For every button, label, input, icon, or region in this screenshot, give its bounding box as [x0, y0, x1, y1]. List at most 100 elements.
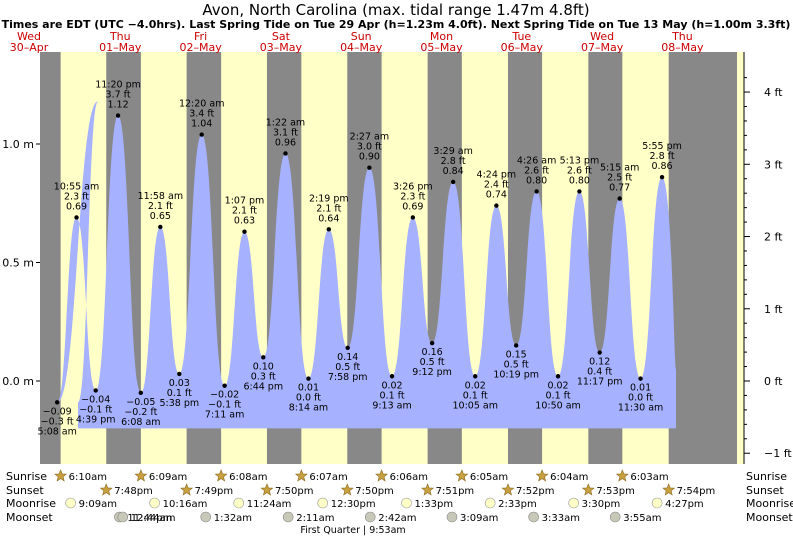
date-label: 08–May — [661, 41, 704, 54]
sun-icon — [615, 469, 629, 482]
astro-row-label-left: Moonset — [6, 511, 53, 524]
y-tick-label-right: 2 ft — [764, 231, 783, 244]
sun-icon — [54, 469, 68, 482]
tide-label: 0.1 ft — [167, 388, 192, 399]
tide-point — [222, 383, 227, 388]
sun-icon — [260, 483, 274, 496]
tide-label: 2.3 ft — [400, 191, 425, 202]
tide-point — [473, 374, 478, 379]
moon-icon — [65, 497, 76, 509]
tide-label: 2.4 ft — [484, 180, 509, 191]
sunset-time: 7:51pm — [436, 486, 475, 497]
y-tick-label-right: −1 ft — [764, 447, 792, 460]
day-of-week-label: Mon — [430, 30, 453, 43]
tide-area — [57, 101, 676, 429]
y-tick-label-left: 0.5 m — [2, 257, 34, 270]
moonset-time: 3:33am — [542, 513, 580, 524]
moonset-time: 11:44pm — [127, 513, 172, 524]
astro-row-label-right: Sunset — [746, 484, 784, 497]
tide-label: 11:30 am — [618, 403, 663, 414]
tide-point — [555, 374, 561, 379]
tide-point — [54, 400, 60, 405]
tide-label: 0.15 — [506, 349, 527, 360]
sunset-time: 7:54pm — [677, 486, 716, 497]
tide-point — [534, 189, 539, 194]
tide-label: 0.14 — [337, 352, 358, 363]
sun-icon — [99, 483, 113, 496]
date-label: 06–May — [501, 41, 544, 54]
tide-label: 10:05 am — [452, 400, 497, 411]
right-edge-band — [737, 52, 744, 464]
tide-label: 0.16 — [422, 347, 443, 358]
tide-label: 11:58 am — [138, 191, 183, 202]
tide-label: 0.02 — [465, 380, 486, 391]
tide-point — [597, 350, 602, 355]
sunrise-time: 6:09am — [149, 472, 187, 483]
tide-label: 3.1 ft — [273, 127, 298, 138]
tide-label: −0.02 — [210, 390, 239, 401]
tide-label: 9:12 pm — [412, 367, 452, 378]
moonrise-time: 4:27pm — [665, 499, 704, 510]
sunrise-time: 6:05am — [470, 472, 508, 483]
moonrise-time: 12:30pm — [331, 499, 376, 510]
tide-label: 0.0 ft — [628, 393, 653, 404]
tide-label: 1.04 — [191, 119, 212, 130]
tide-label: 5:13 pm — [560, 155, 600, 166]
moonset-time: 12:44am — [131, 513, 176, 524]
tide-label: 1:07 pm — [225, 196, 265, 207]
sunrise-time: 6:07am — [309, 472, 347, 483]
tide-label: 10:50 am — [535, 400, 580, 411]
tide-label: 0.80 — [569, 175, 590, 186]
sunset-time: 7:50pm — [275, 486, 314, 497]
moonrise-time: 1:33pm — [415, 499, 454, 510]
moonset-time: 1:32am — [214, 513, 252, 524]
date-label: 04–May — [340, 41, 383, 54]
sunset-time: 7:50pm — [355, 486, 394, 497]
moonset-time: 3:09am — [460, 513, 498, 524]
day-of-week-label: Sun — [351, 30, 372, 43]
date-label: 30–Apr — [10, 41, 49, 54]
tide-label: 2.1 ft — [232, 206, 257, 217]
moon-icon — [446, 511, 458, 523]
tide-point — [450, 179, 456, 185]
tide-point — [138, 390, 144, 396]
astro-row-label-left: Sunset — [6, 484, 44, 497]
day-labels: Wed30–AprThu01–MayFri02–MaySat03–MaySun0… — [10, 30, 704, 54]
tide-label: 0.5 ft — [420, 357, 445, 368]
tide-point — [306, 376, 311, 381]
sunrise-time: 6:10am — [69, 472, 107, 483]
sun-icon — [421, 483, 435, 496]
sun-icon — [455, 469, 469, 482]
tide-label: 7:11 am — [205, 410, 244, 421]
tide-label: 9:13 am — [372, 400, 411, 411]
tide-label: −0.05 — [126, 397, 155, 408]
tide-label: 0.90 — [359, 152, 380, 163]
moon-icon — [609, 511, 621, 523]
moonset-time: 2:11am — [296, 513, 334, 524]
tide-label: 3.0 ft — [357, 142, 382, 153]
day-of-week-label: Fri — [194, 30, 207, 43]
tide-label: −0.2 ft — [124, 407, 157, 418]
moon-icon — [200, 511, 212, 523]
tide-label: 2.6 ft — [567, 165, 592, 176]
y-tick-label-right: 4 ft — [764, 86, 783, 99]
sunrise-time: 6:03am — [630, 472, 668, 483]
tide-label: 2.3 ft — [64, 191, 89, 202]
moonrise-time: 2:33pm — [498, 499, 537, 510]
moon-icon — [484, 497, 496, 509]
tide-label: 0.4 ft — [587, 367, 612, 378]
tide-point — [389, 374, 395, 379]
chart-title: Avon, North Carolina (max. tidal range 1… — [202, 1, 589, 19]
tide-label: 1.12 — [107, 100, 128, 111]
y-tick-label-right: 0 ft — [764, 375, 783, 388]
tide-label: 12:20 am — [179, 99, 224, 110]
tide-label: 0.5 ft — [504, 359, 529, 370]
tide-label: 0.69 — [66, 201, 87, 212]
day-of-week-label: Tue — [511, 30, 531, 43]
tide-label: 11:20 pm — [95, 80, 141, 91]
tide-point — [410, 215, 416, 220]
date-label: 05–May — [420, 41, 463, 54]
tide-label: 5:38 pm — [159, 398, 199, 409]
astro-row-label-right: Moonrise — [746, 497, 793, 510]
